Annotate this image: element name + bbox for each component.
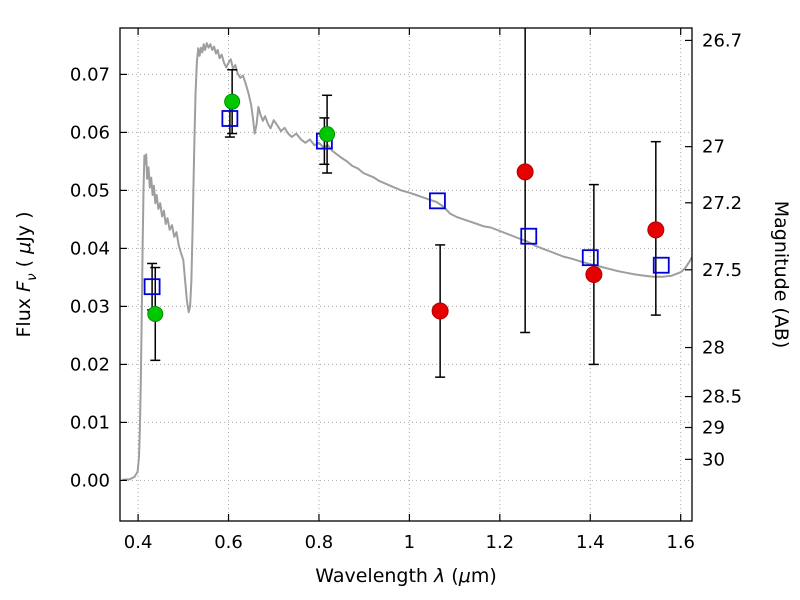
data-point-circle: [319, 126, 336, 143]
data-point-circle: [147, 305, 164, 322]
y-tick-label-left: 0.01: [70, 412, 110, 433]
y-tick-label-left: 0.00: [70, 470, 110, 491]
x-tick-label: 1: [404, 532, 415, 553]
data-point-square: [520, 227, 538, 245]
data-point-circle: [585, 266, 603, 283]
x-tick-label: 1.4: [576, 532, 605, 553]
red-filled-circles: [431, 163, 665, 320]
data-point-circle: [431, 302, 449, 320]
y-tick-label-right: 26.7: [702, 30, 742, 51]
y-axis-label-right: Magnitude (AB): [770, 201, 792, 349]
y-tick-label-left: 0.06: [70, 122, 110, 143]
data-point-square: [652, 256, 670, 274]
plot-frame: [119, 27, 693, 522]
y-tick-label-left: 0.04: [70, 238, 110, 259]
data-point-square: [221, 110, 239, 127]
x-tick-label: 1.2: [486, 532, 515, 553]
y-tick-label-right: 28: [702, 338, 725, 359]
y-tick-label-left: 0.07: [70, 64, 110, 85]
x-tick-label: 1.6: [666, 532, 695, 553]
data-point-square: [429, 192, 446, 210]
y-tick-label-left: 0.05: [70, 180, 110, 201]
error-bars: [147, 28, 661, 378]
data-point-circle: [647, 221, 665, 239]
tick-labels: 0.4 0.6 0.8 1 1.2 1.4 1.6 0.00 0.01 0.02 0.03 0.04 0…: [70, 30, 742, 553]
data-point-square: [143, 278, 161, 296]
blue-open-squares: [143, 110, 670, 296]
y-tick-label-right: 28.5: [702, 387, 742, 408]
x-tick-label: 0.4: [124, 532, 153, 553]
y-tick-label-left: 0.02: [70, 354, 110, 375]
model-spectrum-line: [122, 42, 692, 481]
data-point-square: [581, 249, 599, 267]
data-point-circle: [224, 93, 241, 110]
y-axis-label-left: Flux Fν ( μJy ): [13, 211, 40, 337]
data-point-circle: [516, 163, 534, 181]
x-tick-label: 0.8: [305, 532, 334, 553]
y-tick-label-right: 29: [702, 418, 725, 439]
y-tick-label-right: 30: [702, 449, 725, 470]
grid-lines: [120, 28, 692, 521]
green-filled-circles: [147, 93, 336, 322]
x-axis-label: Wavelength λ (μm): [315, 565, 496, 587]
y-tick-label-right: 27.2: [702, 193, 742, 214]
y-tick-label-right: 27.5: [702, 260, 742, 281]
axis-ticks: [120, 28, 692, 521]
y-tick-label-left: 0.03: [70, 296, 110, 317]
x-tick-label: 0.6: [214, 532, 243, 553]
y-tick-label-right: 27: [702, 137, 725, 158]
